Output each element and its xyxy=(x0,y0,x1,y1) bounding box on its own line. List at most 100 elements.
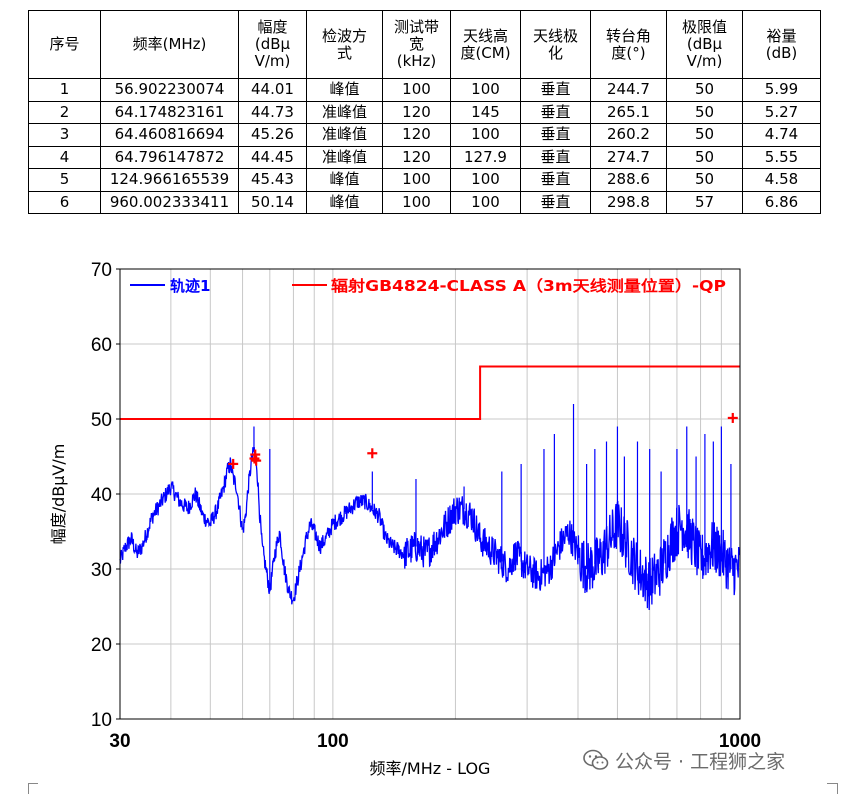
y-axis-label: 幅度/dBμV/m xyxy=(49,444,68,545)
table-cell: 5 xyxy=(28,168,101,192)
column-header-0: 序号 xyxy=(28,10,101,79)
table-cell: 64.174823161 xyxy=(100,100,239,124)
table-cell: 50 xyxy=(666,100,743,124)
y-tick-label: 50 xyxy=(91,410,112,431)
corner-mark-right-h xyxy=(827,783,837,784)
table-cell: 298.8 xyxy=(590,190,667,214)
table-cell: 准峰值 xyxy=(306,123,383,147)
table-cell: 5.99 xyxy=(742,78,821,102)
table-row: 2 64.174823161 44.73 准峰值 120 145 垂直 265.1 50 5.27 xyxy=(28,100,821,124)
table-cell: 峰值 xyxy=(306,78,383,102)
legend-item-limit: 辐射GB4824-CLASS A（3m天线测量位置）-QP xyxy=(292,277,726,295)
column-header-line: 序号 xyxy=(49,35,80,53)
column-header-line: 化 xyxy=(547,43,563,62)
table-cell: 120 xyxy=(382,100,451,124)
column-header-9: 裕量 (dB) xyxy=(742,10,821,79)
table-cell: 垂直 xyxy=(520,123,591,147)
column-header-line: V/m) xyxy=(254,52,291,70)
column-header-5: 天线高 度(CM) xyxy=(450,10,521,79)
results-table: 序号 频率(MHz) 幅度 (dBμ V/m) 检波方式测试带宽 (kHz) 天线高 度(CM)… xyxy=(28,10,821,214)
column-header-line: 度(°) xyxy=(611,43,646,62)
table-cell: 2 xyxy=(28,100,101,124)
table-row: 6 960.002333411 50.14 峰值 100 100 垂直 298.8 57 6.86 xyxy=(28,190,821,214)
table-cell: 6.86 xyxy=(742,190,821,214)
table-cell: 垂直 xyxy=(520,145,591,169)
column-header-line: 天线高 xyxy=(462,26,508,45)
table-cell: 64.796147872 xyxy=(100,145,239,169)
table-header-row: 序号 频率(MHz) 幅度 (dBμ V/m) 检波方式测试带宽 (kHz) 天线高 度(CM)… xyxy=(28,10,821,79)
corner-mark-right xyxy=(837,783,846,794)
corner-mark-left xyxy=(28,783,37,794)
column-header-line: 检波方 xyxy=(321,26,367,45)
table-cell: 5.27 xyxy=(742,100,821,124)
x-tick-label: 30 xyxy=(109,731,130,752)
column-header-line: 极限值 xyxy=(681,18,727,36)
table-cell: 100 xyxy=(382,78,451,102)
y-tick-label: 70 xyxy=(91,260,112,281)
column-header-2: 幅度 (dBμ V/m) xyxy=(238,10,307,79)
table-cell: 120 xyxy=(382,145,451,169)
table-cell: 274.7 xyxy=(590,145,667,169)
table-cell: 44.45 xyxy=(238,145,307,169)
table-body: 1 56.902230074 44.01 峰值 100 100 垂直 244.7 50 5.99 2… xyxy=(28,78,821,214)
table-cell: 5.55 xyxy=(742,145,821,169)
table-row: 1 56.902230074 44.01 峰值 100 100 垂直 244.7 50 5.99 xyxy=(28,78,821,102)
table-cell: 垂直 xyxy=(520,168,591,192)
table-cell: 100 xyxy=(382,190,451,214)
y-tick-label: 10 xyxy=(91,710,112,731)
table-cell: 50 xyxy=(666,123,743,147)
table-cell: 260.2 xyxy=(590,123,667,147)
column-header-line: 式 xyxy=(336,43,352,62)
table-row: 3 64.460816694 45.26 准峰值 120 100 垂直 260.2 50 4.74 xyxy=(28,123,821,147)
table-row: 5 124.966165539 45.43 峰值 100 100 垂直 288.6 50 4.58 xyxy=(28,168,821,192)
table-cell: 127.9 xyxy=(450,145,521,169)
table-cell: 244.7 xyxy=(590,78,667,102)
chart-axes: 10 20 30 40 50 60 70 30 100 1000 频率/MHz - LOG 幅度/dB… xyxy=(49,260,761,778)
table-cell: 准峰值 xyxy=(306,100,383,124)
table-cell: 4.58 xyxy=(742,168,821,192)
table-cell: 100 xyxy=(450,123,521,147)
x-tick-label: 100 xyxy=(317,731,349,752)
column-header-3: 检波方式 xyxy=(306,10,383,79)
column-header-line: 测试带 xyxy=(393,18,439,36)
table-cell: 45.43 xyxy=(238,168,307,192)
corner-mark-left-h xyxy=(28,783,38,784)
legend-label-trace-1: 轨迹1 xyxy=(170,277,210,295)
table-cell: 垂直 xyxy=(520,100,591,124)
table-cell: 1 xyxy=(28,78,101,102)
table-cell: 100 xyxy=(450,190,521,214)
table-cell: 垂直 xyxy=(520,190,591,214)
peak-marker xyxy=(251,455,262,466)
table-cell: 4 xyxy=(28,145,101,169)
peak-marker xyxy=(727,412,738,423)
column-header-line: 天线极 xyxy=(532,26,578,45)
chart-legend: 轨迹1 辐射GB4824-CLASS A（3m天线测量位置）-QP xyxy=(130,277,726,295)
legend-label-limit: 辐射GB4824-CLASS A（3m天线测量位置）-QP xyxy=(331,277,726,295)
table-cell: 50 xyxy=(666,145,743,169)
column-header-line: (dBμ xyxy=(686,35,723,53)
trace-1-line xyxy=(119,447,741,611)
table-cell: 44.73 xyxy=(238,100,307,124)
column-header-6: 天线极化 xyxy=(520,10,591,79)
chart-grid xyxy=(119,268,741,720)
table-cell: 50.14 xyxy=(238,190,307,214)
watermark-text: 公众号 · 工程狮之家 xyxy=(615,751,786,773)
column-header-line: 转台角 xyxy=(605,26,651,45)
watermark: 公众号 · 工程狮之家 xyxy=(583,746,843,776)
table-cell: 56.902230074 xyxy=(100,78,239,102)
table-cell: 峰值 xyxy=(306,168,383,192)
table-cell: 准峰值 xyxy=(306,145,383,169)
table-cell: 960.002333411 xyxy=(100,190,239,214)
table-cell: 100 xyxy=(382,168,451,192)
legend-item-trace-1: 轨迹1 xyxy=(130,277,210,295)
column-header-7: 转台角 度(°) xyxy=(590,10,667,79)
table-cell: 峰值 xyxy=(306,190,383,214)
column-header-line: 度(CM) xyxy=(460,43,511,62)
y-tick-label: 30 xyxy=(91,560,112,581)
column-header-line: (kHz) xyxy=(396,52,437,70)
chart-plot-area xyxy=(119,365,741,611)
table-cell: 265.1 xyxy=(590,100,667,124)
column-header-4: 测试带宽 (kHz) xyxy=(382,10,451,79)
column-header-line: 裕量 xyxy=(766,26,797,45)
table-cell: 120 xyxy=(382,123,451,147)
